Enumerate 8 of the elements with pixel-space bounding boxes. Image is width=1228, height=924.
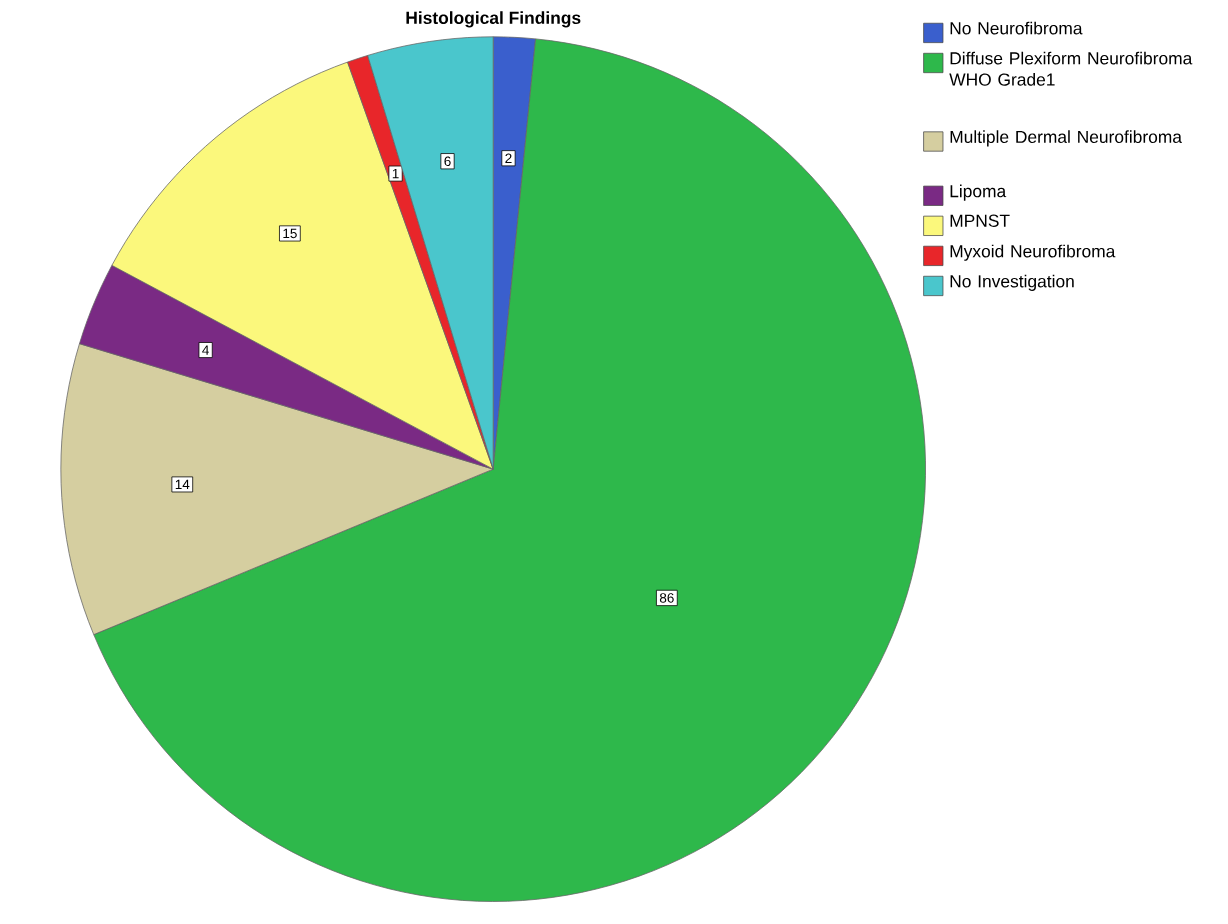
legend-label: No Neurofibroma xyxy=(950,21,1083,35)
legend-label: Multiple Dermal Neurofibroma xyxy=(950,129,1182,147)
legend-label: Diffuse Plexiform Neurofibroma WHO Grade1 xyxy=(949,51,1193,86)
legend-label: Myxoid Neurofibroma xyxy=(950,244,1116,261)
legend-label: MPNST xyxy=(950,214,1010,227)
legend-label: Lipoma xyxy=(950,184,1007,201)
legend-label: No Investigation xyxy=(950,274,1074,291)
chart-title: Histological Findings xyxy=(406,10,581,28)
